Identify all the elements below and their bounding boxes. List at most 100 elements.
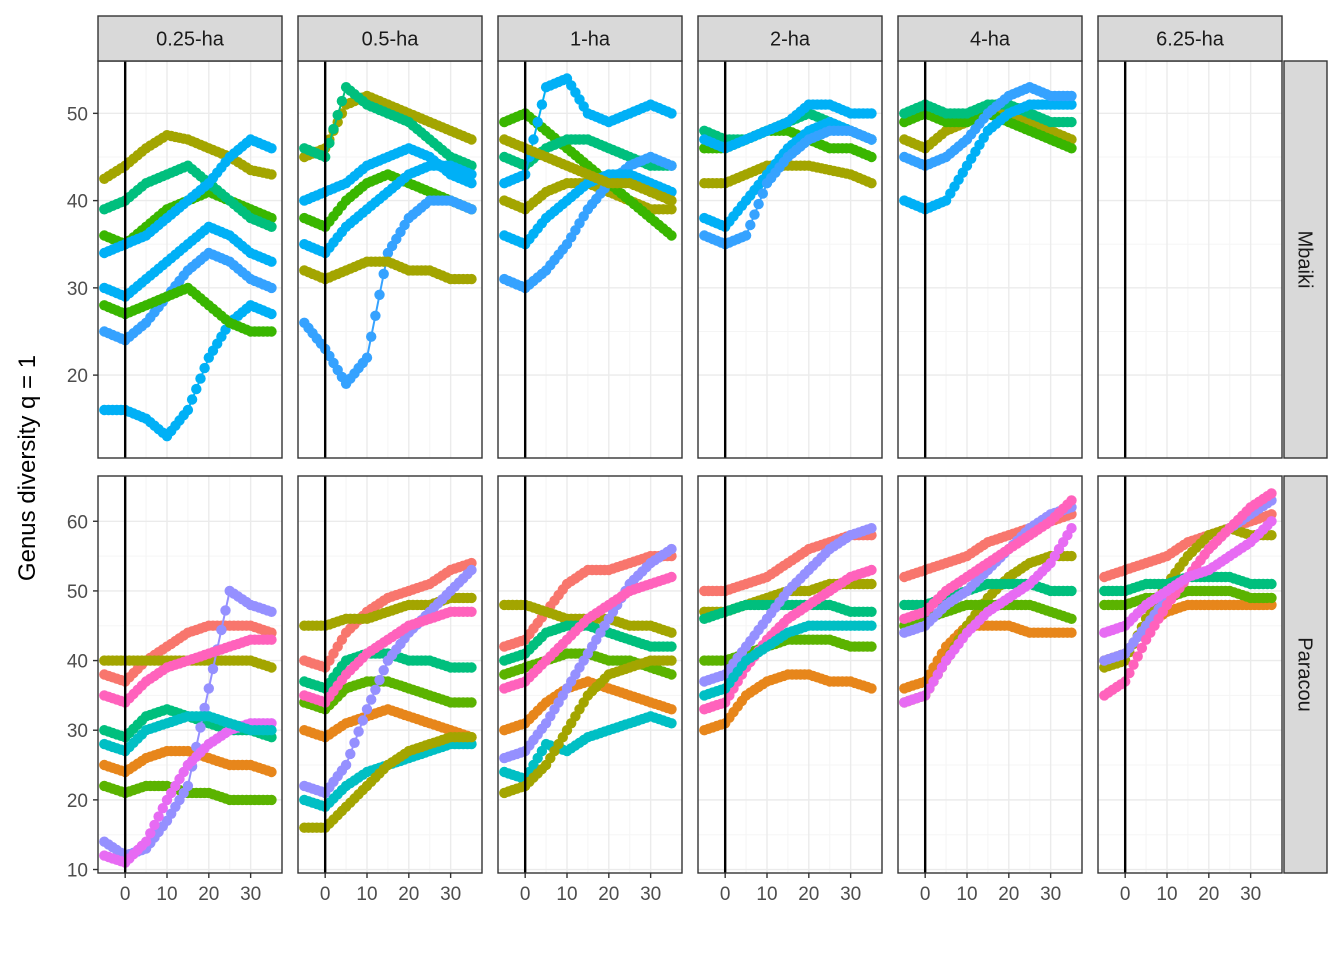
strips-layer: 0.25-ha 0.5-ha 1-ha 2-ha 4-ha 6.25-ha Mbaiki Pa… bbox=[97, 15, 1328, 874]
series-group bbox=[99, 585, 277, 868]
panel-border bbox=[97, 475, 283, 874]
y-tick-label: 30 bbox=[67, 721, 88, 742]
data-point bbox=[191, 383, 202, 395]
x-tick-label: 30 bbox=[1040, 884, 1061, 905]
data-point bbox=[1124, 667, 1135, 679]
axes-layer: 20 30 40 50 0 10 20 30 10 20 30 40 50 60 0 10 20 30 0 10 20 3… bbox=[67, 104, 1261, 905]
x-tick-label: 20 bbox=[398, 884, 419, 905]
data-point bbox=[866, 578, 877, 590]
y-tick-label: 10 bbox=[67, 861, 88, 882]
data-point bbox=[370, 310, 381, 321]
data-point bbox=[745, 219, 756, 231]
panel-mbaiki-1-ha bbox=[497, 60, 683, 459]
data-point bbox=[466, 564, 477, 576]
data-point bbox=[1266, 578, 1277, 590]
data-point bbox=[266, 662, 277, 673]
x-tick-label: 0 bbox=[920, 884, 931, 905]
data-point bbox=[1066, 116, 1077, 128]
data-point bbox=[203, 683, 214, 694]
data-point bbox=[199, 362, 210, 374]
data-point bbox=[324, 137, 335, 149]
data-point bbox=[182, 780, 194, 792]
series-group bbox=[499, 73, 677, 294]
data-point bbox=[866, 151, 877, 163]
data-point bbox=[866, 620, 877, 631]
row-strip-label: Mbaiki bbox=[1294, 231, 1316, 289]
panels-layer bbox=[97, 60, 1283, 874]
data-point bbox=[536, 99, 548, 110]
data-point bbox=[666, 704, 677, 715]
x-tick-label: 10 bbox=[356, 884, 377, 905]
data-point bbox=[153, 811, 164, 822]
column-strip bbox=[897, 15, 1083, 62]
panel-paracou-2-ha bbox=[697, 475, 883, 874]
data-point bbox=[666, 627, 677, 638]
data-point bbox=[666, 230, 677, 241]
data-point bbox=[757, 188, 768, 199]
data-point bbox=[1066, 585, 1077, 597]
data-point bbox=[466, 662, 477, 673]
data-point bbox=[1132, 651, 1143, 662]
data-point bbox=[266, 606, 277, 617]
series-group bbox=[699, 99, 877, 250]
y-tick-label: 50 bbox=[67, 104, 88, 125]
data-point bbox=[353, 726, 364, 737]
panel-mbaiki-2-ha bbox=[697, 60, 883, 459]
data-point bbox=[361, 704, 373, 715]
data-point bbox=[266, 256, 277, 267]
data-point bbox=[140, 836, 152, 847]
x-tick-label: 30 bbox=[1240, 884, 1261, 905]
data-point bbox=[1066, 523, 1077, 534]
data-point bbox=[332, 109, 343, 121]
column-strip bbox=[697, 15, 883, 62]
data-point bbox=[666, 655, 677, 666]
panel-mbaiki-0_5-ha bbox=[297, 60, 483, 459]
x-tick-label: 20 bbox=[198, 884, 219, 905]
data-point bbox=[1266, 488, 1277, 499]
series-group bbox=[99, 130, 277, 442]
data-point bbox=[866, 178, 877, 189]
panel-paracou-4-ha bbox=[897, 475, 1083, 874]
data-point bbox=[666, 669, 677, 680]
data-point bbox=[357, 715, 368, 726]
data-point bbox=[340, 759, 352, 771]
x-tick-label: 30 bbox=[440, 884, 461, 905]
x-tick-label: 10 bbox=[556, 884, 577, 905]
x-tick-label: 0 bbox=[120, 884, 131, 905]
data-point bbox=[195, 722, 206, 733]
data-point bbox=[266, 766, 277, 778]
panel-border bbox=[297, 475, 483, 874]
x-tick-label: 0 bbox=[520, 884, 531, 905]
data-point bbox=[145, 828, 156, 839]
row-strip-label: Paracou bbox=[1294, 637, 1316, 712]
series-group bbox=[899, 82, 1077, 215]
data-point bbox=[266, 221, 277, 232]
data-point bbox=[866, 134, 877, 145]
x-tick-label: 10 bbox=[756, 884, 777, 905]
x-tick-label: 20 bbox=[598, 884, 619, 905]
data-point bbox=[532, 116, 543, 128]
data-point bbox=[866, 641, 877, 652]
series-group bbox=[699, 523, 877, 736]
x-tick-label: 20 bbox=[798, 884, 819, 905]
data-point bbox=[266, 634, 277, 645]
data-point bbox=[466, 134, 477, 145]
data-point bbox=[866, 523, 877, 534]
series-group bbox=[299, 82, 477, 389]
data-point bbox=[1066, 550, 1077, 562]
data-point bbox=[666, 160, 677, 171]
data-point bbox=[1066, 613, 1077, 624]
data-point bbox=[466, 273, 477, 285]
data-point bbox=[740, 230, 752, 241]
data-point bbox=[666, 543, 677, 555]
x-tick-label: 20 bbox=[1198, 884, 1219, 905]
series-group bbox=[499, 543, 677, 799]
x-tick-label: 10 bbox=[956, 884, 977, 905]
data-point bbox=[1066, 495, 1077, 506]
panel-border bbox=[697, 475, 883, 874]
data-point bbox=[349, 737, 360, 748]
data-point bbox=[1136, 642, 1148, 654]
data-point bbox=[207, 663, 219, 675]
data-point bbox=[466, 178, 477, 189]
data-point bbox=[370, 684, 381, 695]
